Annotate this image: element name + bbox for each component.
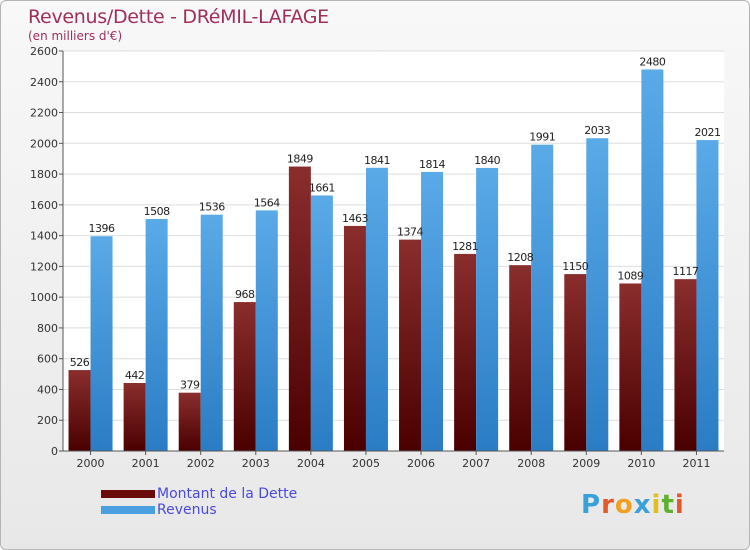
y-tick-label: 1000: [30, 291, 58, 304]
chart-subtitle: (en milliers d'€): [28, 29, 123, 43]
bar-revenus: [641, 69, 664, 451]
bar-dette: [399, 239, 422, 451]
logo-letter: r: [601, 490, 615, 520]
logo-letter: i: [674, 490, 685, 520]
data-label: 1536: [199, 201, 225, 214]
logo-letter: t: [661, 490, 675, 520]
y-tick-label: 2400: [30, 76, 58, 89]
data-label: 1374: [397, 226, 423, 239]
bar-revenus: [200, 214, 223, 451]
bar-revenus: [310, 195, 333, 451]
proxiti-logo: Proxiti: [581, 490, 685, 520]
data-label: 1396: [89, 222, 115, 235]
y-tick-label: 2200: [30, 107, 58, 120]
bar-revenus: [531, 144, 554, 451]
data-label: 968: [235, 288, 255, 301]
data-label: 2033: [584, 124, 610, 137]
data-label: 1841: [364, 154, 390, 167]
data-label: 526: [70, 356, 90, 369]
x-tick-label: 2011: [682, 457, 710, 470]
bar-revenus: [476, 167, 499, 451]
data-label: 1564: [254, 196, 280, 209]
data-label: 379: [180, 379, 200, 392]
data-label: 1661: [309, 181, 335, 194]
y-tick-label: 1800: [30, 168, 58, 181]
logo-letter: P: [581, 490, 602, 520]
data-label: 1117: [672, 265, 698, 278]
x-tick-label: 2005: [352, 457, 380, 470]
bar-revenus: [365, 167, 388, 451]
data-label: 1840: [474, 154, 500, 167]
legend-label-revenus: Revenus: [157, 502, 217, 518]
bar-revenus: [586, 138, 609, 451]
x-tick-label: 2009: [572, 457, 600, 470]
logo-letter: x: [633, 490, 652, 520]
x-tick-label: 2002: [187, 457, 215, 470]
y-tick-label: 2000: [30, 137, 58, 150]
x-tick-label: 2010: [627, 457, 655, 470]
x-tick-label: 2001: [132, 457, 160, 470]
y-tick-label: 1400: [30, 230, 58, 243]
bar-dette: [233, 302, 256, 451]
bar-revenus: [145, 219, 168, 451]
bar-revenus: [90, 236, 113, 451]
y-tick-label: 1200: [30, 260, 58, 273]
bar-dette: [288, 166, 311, 452]
bar-dette: [68, 370, 91, 451]
data-label: 1849: [287, 153, 313, 166]
bar-dette: [178, 392, 201, 451]
y-tick-label: 400: [37, 383, 58, 396]
data-label: 1281: [452, 240, 478, 253]
plot-area: [63, 51, 724, 451]
logo-letter: o: [614, 490, 634, 520]
data-label: 1089: [617, 269, 643, 282]
data-label: 1991: [529, 131, 555, 144]
data-label: 1208: [507, 251, 533, 264]
logo-letter: i: [651, 490, 662, 520]
bar-dette: [509, 265, 532, 451]
bar-dette: [123, 383, 146, 451]
y-tick-label: 800: [37, 322, 58, 335]
bar-dette: [454, 253, 477, 451]
data-label: 442: [125, 369, 145, 382]
bar-dette: [564, 274, 587, 451]
y-tick-label: 200: [37, 414, 58, 427]
bar-dette: [619, 283, 642, 451]
chart-title: Revenus/Dette - DRéMIL-LAFAGE: [28, 6, 329, 28]
y-tick-label: 1600: [30, 199, 58, 212]
data-label: 1814: [419, 158, 445, 171]
data-label: 2480: [639, 55, 665, 68]
x-tick-label: 2004: [297, 457, 325, 470]
data-label: 1150: [562, 260, 588, 273]
legend-swatch-revenus: [101, 506, 155, 514]
x-tick-label: 2008: [517, 457, 545, 470]
legend-swatch-debt: [101, 490, 155, 498]
bar-dette: [343, 225, 366, 451]
y-tick-label: 600: [37, 353, 58, 366]
bar-revenus: [421, 171, 444, 451]
bar-revenus: [255, 210, 278, 451]
x-tick-label: 2006: [407, 457, 435, 470]
bar-revenus: [696, 140, 719, 452]
data-label: 2021: [694, 126, 720, 139]
y-tick-label: 2600: [30, 45, 58, 58]
legend-label-debt: Montant de la Dette: [157, 486, 298, 502]
x-tick-label: 2007: [462, 457, 490, 470]
data-label: 1508: [144, 205, 170, 218]
bar-dette: [674, 279, 697, 451]
y-tick-label: 0: [51, 445, 58, 458]
x-tick-label: 2003: [242, 457, 270, 470]
data-label: 1463: [342, 212, 368, 225]
x-tick-label: 2000: [77, 457, 105, 470]
